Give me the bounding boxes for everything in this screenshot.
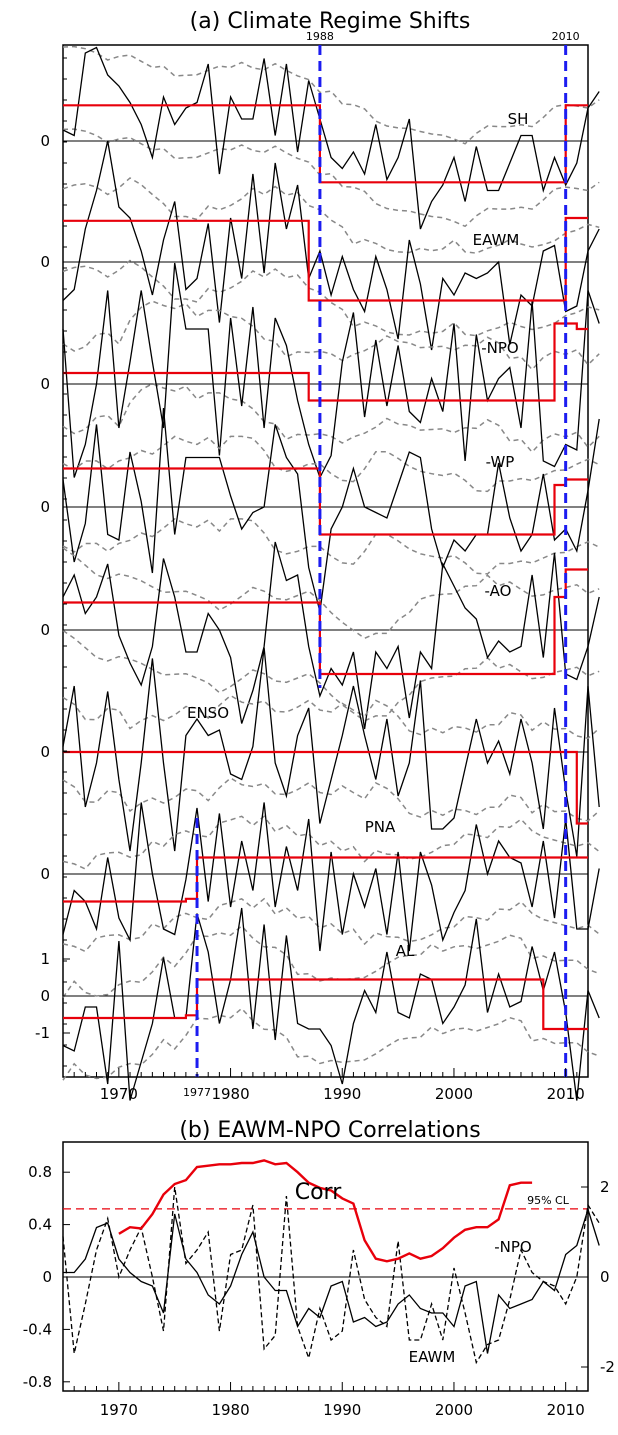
npo-label: -NPO — [494, 1238, 532, 1256]
shift-label-1988: 1988 — [306, 30, 334, 43]
series-2-line — [62, 262, 600, 480]
series-label-2: -NPO — [481, 339, 519, 357]
series-7-upper-bound — [62, 924, 600, 999]
panel-a-plot: 0 0 0 0 0 0 0 1 0 -1 1988 2010 1977 SH EAWM -NPO -WP -AO E… — [35, 30, 600, 1103]
series-1-line — [62, 140, 600, 351]
series-label-6: PNA — [365, 818, 396, 836]
series-label-4: -AO — [485, 582, 512, 600]
panel-b-frame — [62, 1141, 589, 1392]
series-6-regime-shift — [63, 856, 588, 903]
series-4-line — [62, 541, 600, 730]
series-2-ytick-0: 0 — [40, 375, 50, 393]
series-label-5: ENSO — [187, 704, 229, 722]
left-ytick-label-0: 0.8 — [28, 1163, 52, 1181]
series-1-ytick-0: 0 — [40, 253, 50, 271]
series-3-upper-bound — [62, 435, 600, 493]
panel-a-xtick-label-1980: 1980 — [211, 1085, 249, 1103]
significance-label: 95% CL — [527, 1194, 570, 1207]
panel-b-xtick-label-1990: 1990 — [323, 1401, 361, 1419]
series-0-regime-shift — [63, 104, 588, 184]
right-ytick-label-1: 0 — [600, 1268, 610, 1286]
series-7-lower-bound — [62, 1007, 600, 1081]
corr-line — [118, 1159, 533, 1263]
series-5-upper-bound — [62, 694, 600, 740]
series-7-ytick-2: -1 — [35, 1024, 50, 1042]
series-label-3: -WP — [486, 453, 515, 471]
series-6-lower-bound — [62, 897, 600, 953]
right-ytick-label-0: 2 — [600, 1178, 610, 1196]
panel-a-xtick-label-1970: 1970 — [100, 1085, 138, 1103]
series-label-1: EAWM — [473, 231, 520, 249]
series-5-ytick-0: 0 — [40, 743, 50, 761]
series-3-ytick-0: 0 — [40, 498, 50, 516]
panel-a-xtick-label-1990: 1990 — [323, 1085, 361, 1103]
left-ytick-label-2: 0 — [42, 1268, 52, 1286]
panel-b-title: (b) EAWM-NPO Correlations — [179, 1118, 480, 1143]
left-ytick-label-1: 0.4 — [28, 1216, 52, 1234]
series-3-lower-bound — [62, 518, 600, 575]
panel-a-frame — [62, 44, 589, 1078]
series-2-upper-bound — [62, 300, 600, 371]
series-7-ytick-0: 1 — [40, 950, 50, 968]
panel-b-xtick-label-1970: 1970 — [100, 1401, 138, 1419]
panel-a-xtick-label-2000: 2000 — [435, 1085, 473, 1103]
series-label-7: AL — [396, 942, 415, 960]
series-3-line — [62, 407, 600, 612]
series-6-upper-bound — [62, 815, 600, 870]
npo-line — [62, 1186, 600, 1365]
eawm-line — [63, 1207, 600, 1354]
panel-b-plot: 95% CL 0.8 0.4 0 -0.4 -0.8 2 0 -2 Corr -NPO EAWM 197… — [23, 1141, 615, 1419]
left-ytick-label-4: -0.8 — [23, 1373, 52, 1391]
series-4-ytick-0: 0 — [40, 621, 50, 639]
series-1-regime-shift — [63, 216, 588, 302]
series-7-line — [62, 907, 600, 1101]
series-7-ytick-1: 0 — [40, 987, 50, 1005]
panel-b-xtick-label-2010: 2010 — [547, 1401, 585, 1419]
series-label-0: SH — [508, 110, 529, 128]
series-5-regime-shift — [63, 750, 588, 825]
series-4-upper-bound — [62, 547, 600, 640]
eawm-label: EAWM — [409, 1348, 456, 1366]
shift-label-2010: 2010 — [552, 30, 580, 43]
series-2-regime-shift — [63, 322, 588, 402]
series-0-line — [62, 46, 600, 230]
series-5-lower-bound — [62, 777, 600, 822]
series-0-lower-bound — [62, 128, 600, 228]
series-6-ytick-0: 0 — [40, 865, 50, 883]
series-1-upper-bound — [62, 177, 600, 254]
panel-b-xtick-label-2000: 2000 — [435, 1401, 473, 1419]
series-5-line — [62, 647, 600, 857]
corr-label: Corr — [295, 1180, 342, 1205]
shift-label-1977: 1977 — [183, 1086, 211, 1099]
series-4-lower-bound — [62, 629, 600, 722]
panel-a-xtick-label-2010: 2010 — [547, 1085, 585, 1103]
series-6-line — [62, 802, 600, 952]
panel-a-title: (a) Climate Regime Shifts — [190, 9, 471, 34]
right-ytick-label-2: -2 — [600, 1358, 615, 1376]
series-1-lower-bound — [62, 259, 600, 337]
panel-b-xtick-label-1980: 1980 — [211, 1401, 249, 1419]
left-ytick-label-3: -0.4 — [23, 1320, 52, 1338]
series-0-ytick-0: 0 — [40, 132, 50, 150]
